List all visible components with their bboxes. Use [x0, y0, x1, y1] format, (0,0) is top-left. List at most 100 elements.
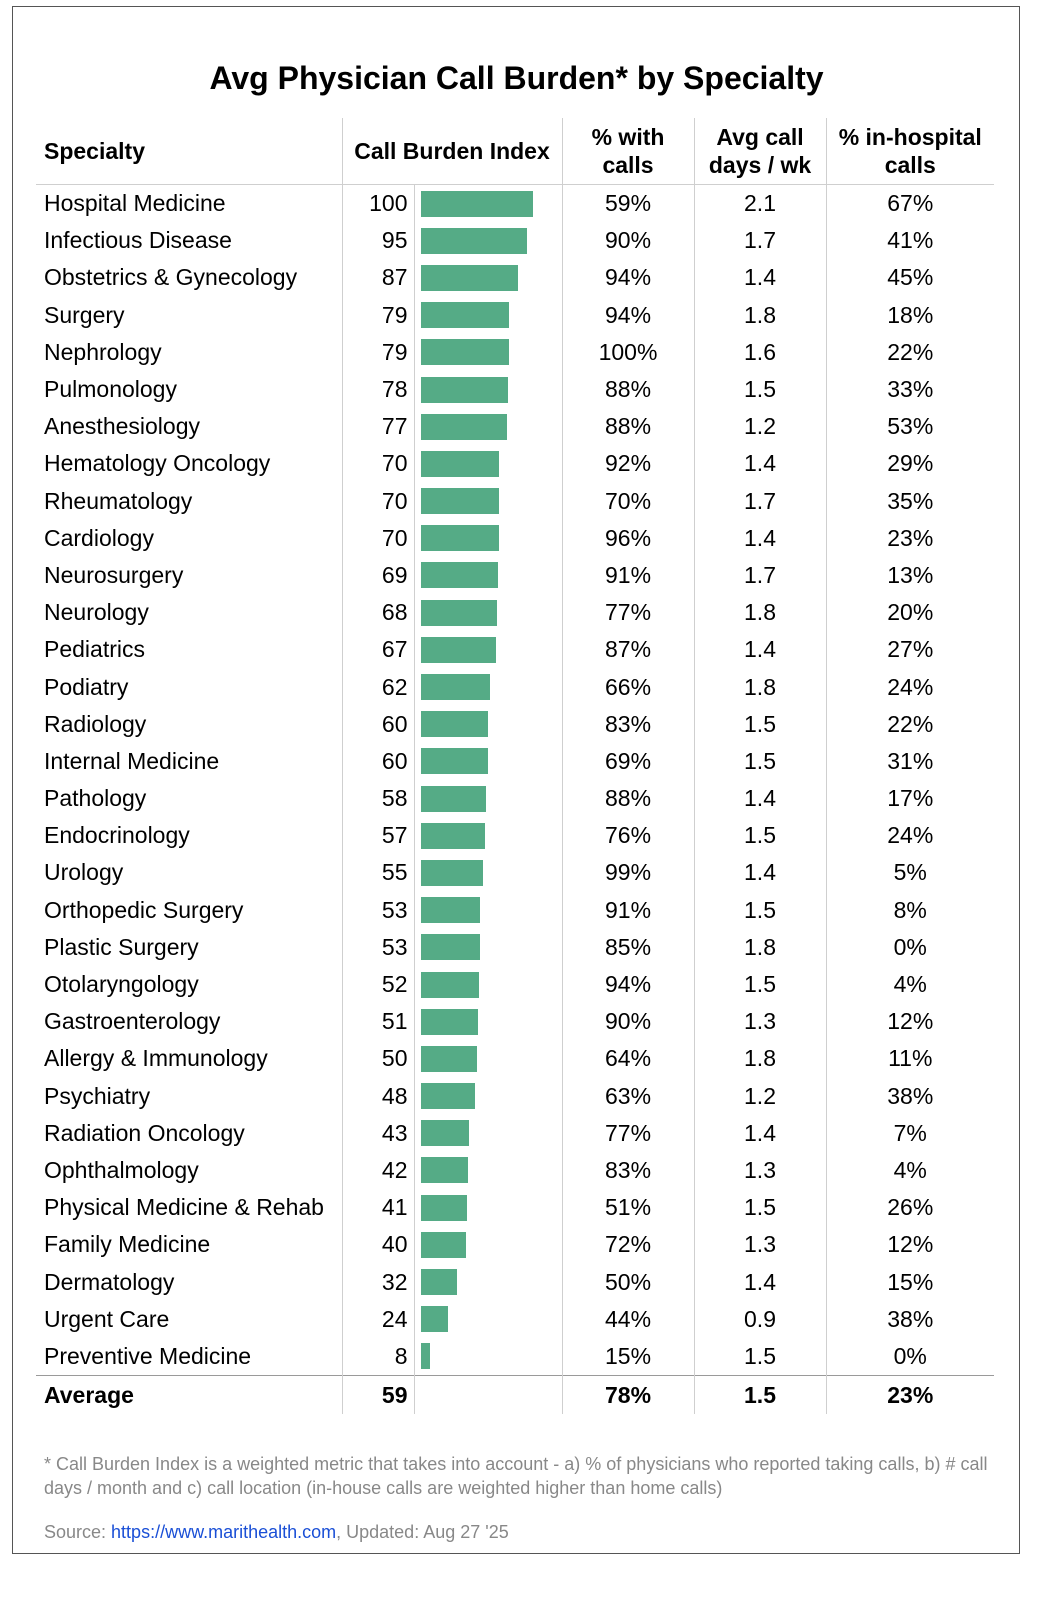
specialty-cell: Pathology [44, 785, 147, 812]
table-row: Pulmonology 78 88% 1.5 33% [36, 370, 995, 409]
bar-cell [413, 408, 563, 446]
table-row: Urology 55 99% 1.4 5% [36, 854, 995, 892]
specialty-cell: Radiology [44, 710, 147, 737]
pct-with-calls-cell: 90% [561, 1003, 695, 1041]
header-avg-call-days: Avg call days / wk [693, 118, 827, 185]
bar-cell [413, 965, 563, 1004]
call-days-cell: 1.7 [693, 482, 827, 520]
table-row: Urgent Care 24 44% 0.9 38% [36, 1300, 995, 1338]
pct-with-calls-cell: 15% [561, 1337, 695, 1376]
call-days-cell: 1.8 [693, 668, 827, 706]
pct-with-calls-cell: 94% [561, 965, 695, 1004]
source-link[interactable]: https://www.marithealth.com [111, 1522, 337, 1542]
specialty-cell: Radiation Oncology [44, 1119, 245, 1146]
header-pct-in-hospital-line2: calls [884, 152, 936, 178]
chart-title: Avg Physician Call Burden* by Specialty [209, 60, 824, 96]
index-bar [420, 264, 518, 291]
bar-cell [413, 445, 563, 483]
table-row: Pathology 58 88% 1.4 17% [36, 780, 995, 818]
source-line: Source: https://www.marithealth.com, Upd… [44, 1522, 509, 1543]
average-row: Average 59 78% 1.5 23% [36, 1375, 995, 1414]
pct-in-hospital-cell: 8% [825, 891, 995, 929]
pct-with-calls-cell: 91% [561, 891, 695, 929]
index-bar [420, 562, 498, 589]
bar-cell [413, 891, 563, 929]
call-days-cell: 1.2 [693, 1077, 827, 1115]
pct-with-calls-cell: 50% [561, 1263, 695, 1301]
specialty-cell: Neurosurgery [44, 561, 184, 588]
index-bar [420, 1194, 467, 1221]
index-bar [420, 450, 499, 477]
index-bar [420, 934, 480, 961]
table-row: Radiation Oncology 43 77% 1.4 7% [36, 1114, 995, 1152]
call-days-cell: 1.5 [693, 742, 827, 780]
pct-with-calls-cell: 100% [561, 333, 695, 371]
specialty-cell: Neurology [44, 599, 149, 626]
index-bar [420, 859, 483, 886]
pct-with-calls-cell: 96% [561, 519, 695, 557]
specialty-cell: Physical Medicine & Rehab [44, 1194, 324, 1221]
specialty-cell: Allergy & Immunology [44, 1045, 268, 1072]
table-row: Dermatology 32 50% 1.4 15% [36, 1263, 995, 1301]
index-bar [420, 636, 496, 663]
index-value: 78 [341, 370, 414, 409]
pct-with-calls-cell: 69% [561, 742, 695, 780]
specialty-cell: Orthopedic Surgery [44, 896, 244, 923]
call-days-cell: 1.3 [693, 1226, 827, 1264]
bar-cell [413, 1337, 563, 1376]
index-value: 70 [341, 482, 414, 520]
pct-in-hospital-cell: 38% [825, 1077, 995, 1115]
table-row: Endocrinology 57 76% 1.5 24% [36, 817, 995, 855]
bar-cell [413, 370, 563, 409]
table-body: Hospital Medicine 100 59% 2.1 67% Infectious … [36, 184, 995, 1376]
call-days-cell: 1.5 [693, 817, 827, 855]
header-avg-call-days-line1: Avg call [716, 124, 804, 150]
index-bar [420, 488, 499, 515]
index-bar [420, 1157, 468, 1184]
table-row: Allergy & Immunology 50 64% 1.8 11% [36, 1040, 995, 1078]
index-bar [420, 711, 488, 738]
bar-cell [413, 705, 563, 743]
specialty-cell: Pediatrics [44, 636, 145, 663]
pct-with-calls-cell: 94% [561, 259, 695, 297]
index-bar [420, 971, 479, 998]
pct-in-hospital-cell: 41% [825, 222, 995, 260]
table-row: Orthopedic Surgery 53 91% 1.5 8% [36, 891, 995, 929]
index-value: 95 [341, 222, 414, 260]
call-days-cell: 1.7 [693, 222, 827, 260]
index-bar [420, 1045, 477, 1072]
specialty-cell: Obstetrics & Gynecology [44, 264, 298, 291]
index-value: 68 [341, 594, 414, 632]
source-prefix: Source: [44, 1522, 112, 1542]
pct-in-hospital-cell: 0% [825, 928, 995, 966]
pct-with-calls-cell: 83% [561, 1151, 695, 1190]
index-bar [420, 1231, 466, 1258]
specialty-cell: Psychiatry [44, 1082, 151, 1109]
bar-cell [413, 780, 563, 818]
call-days-cell: 1.4 [693, 780, 827, 818]
call-days-cell: 1.2 [693, 408, 827, 446]
header-call-burden-index: Call Burden Index [341, 118, 563, 185]
bar-cell [413, 222, 563, 260]
index-value: 53 [341, 891, 414, 929]
average-index: 59 [341, 1375, 414, 1414]
specialty-cell: Pulmonology [44, 376, 177, 403]
bar-cell [413, 631, 563, 669]
index-bar [420, 785, 486, 812]
pct-in-hospital-cell: 0% [825, 1337, 995, 1376]
pct-in-hospital-cell: 22% [825, 333, 995, 371]
header-pct-with-calls: % with calls [561, 118, 695, 185]
footnote: * Call Burden Index is a weighted metric… [44, 1454, 988, 1498]
pct-in-hospital-cell: 31% [825, 742, 995, 780]
pct-in-hospital-cell: 67% [825, 184, 995, 223]
pct-with-calls-cell: 44% [561, 1300, 695, 1338]
specialty-cell: Preventive Medicine [44, 1342, 252, 1369]
index-value: 58 [341, 780, 414, 818]
pct-in-hospital-cell: 13% [825, 556, 995, 595]
pct-in-hospital-cell: 22% [825, 705, 995, 743]
bar-cell [413, 817, 563, 855]
specialty-cell: Ophthalmology [44, 1156, 199, 1183]
source-updated: , Updated: Aug 27 '25 [336, 1522, 509, 1542]
index-value: 24 [341, 1300, 414, 1338]
pct-with-calls-cell: 70% [561, 482, 695, 520]
